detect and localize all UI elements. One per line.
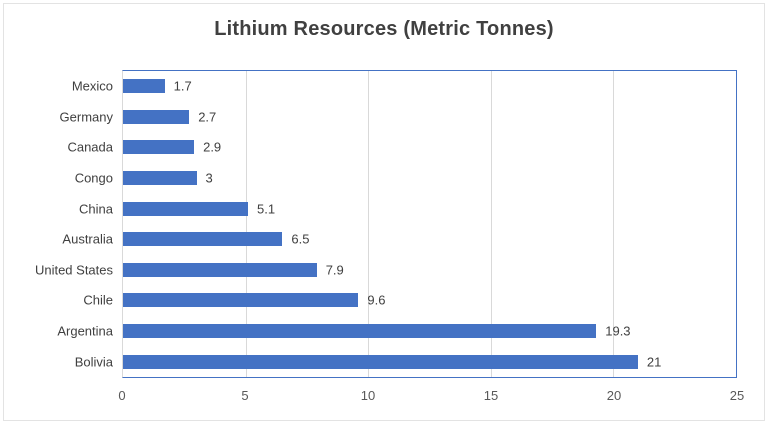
- gridline-5: [245, 71, 247, 377]
- data-label: 5.1: [257, 201, 276, 217]
- x-tick-label: 25: [729, 388, 745, 403]
- bar-row-china: China 5.1: [79, 193, 736, 224]
- bar-row-congo: Congo 3: [75, 163, 736, 194]
- category-label: China: [79, 201, 113, 217]
- gridline-10: [368, 71, 370, 377]
- bar-row-united-states: United States 7.9: [35, 255, 736, 286]
- bar: [123, 232, 283, 247]
- bar-row-canada: Canada 2.9: [67, 132, 736, 163]
- gridline-20: [613, 71, 615, 377]
- bar: [123, 201, 249, 216]
- data-label: 2.7: [198, 109, 217, 125]
- bar-row-australia: Australia 6.5: [62, 224, 736, 255]
- data-label: 9.6: [367, 292, 386, 308]
- bar-row-mexico: Mexico 1.7: [72, 71, 736, 102]
- bar-row-argentina: Argentina 19.3: [57, 316, 736, 347]
- category-label: Mexico: [71, 78, 113, 94]
- x-tick-label: 5: [241, 388, 249, 403]
- data-label: 7.9: [325, 262, 344, 278]
- category-label: Germany: [59, 109, 113, 125]
- data-label: 19.3: [605, 323, 631, 339]
- category-label: Chile: [83, 292, 113, 308]
- bar-row-bolivia: Bolivia 21: [75, 346, 736, 377]
- category-label: Argentina: [57, 323, 113, 339]
- data-label: 21: [646, 354, 662, 370]
- bar: [123, 140, 195, 155]
- chart-title: Lithium Resources (Metric Tonnes): [214, 18, 554, 40]
- bar-row-germany: Germany 2.7: [60, 102, 736, 133]
- x-axis-tick-labels: 0 5 10 15 20 25: [118, 388, 744, 406]
- bar: [123, 171, 197, 186]
- gridline-15: [490, 71, 492, 377]
- bar: [123, 354, 638, 369]
- data-label: 3: [205, 170, 213, 186]
- bar-row-chile: Chile 9.6: [83, 285, 736, 316]
- data-label: 6.5: [291, 231, 310, 247]
- bar: [123, 262, 317, 277]
- bar-rows: Mexico 1.7 Germany 2.7 Canada 2.9 Congo 3 China 5…: [35, 71, 736, 377]
- bar: [123, 109, 190, 124]
- x-tick-label: 0: [118, 388, 126, 403]
- category-label: Australia: [62, 231, 113, 247]
- plot-area: Mexico 1.7 Germany 2.7 Canada 2.9 Congo 3 China 5…: [35, 70, 737, 378]
- bar: [123, 79, 165, 94]
- category-label: Canada: [67, 139, 113, 155]
- data-label: 2.9: [203, 139, 222, 155]
- category-label: Bolivia: [74, 354, 113, 370]
- bar: [123, 324, 597, 339]
- data-label: 1.7: [173, 78, 192, 94]
- category-label: United States: [34, 262, 113, 278]
- bar: [123, 293, 359, 308]
- x-tick-label: 15: [483, 388, 499, 403]
- category-label: Congo: [74, 170, 113, 186]
- x-tick-label: 10: [360, 388, 376, 403]
- x-tick-label: 20: [606, 388, 622, 403]
